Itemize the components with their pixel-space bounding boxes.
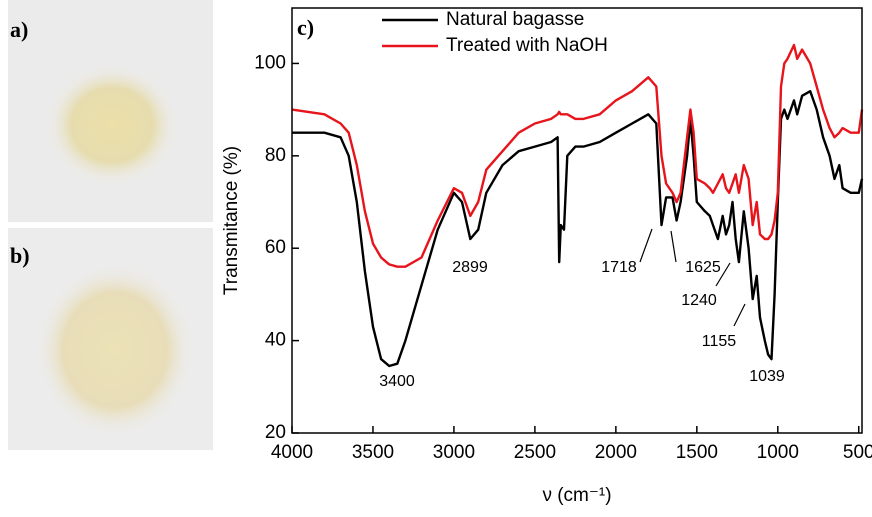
y-tick-label: 20 — [265, 422, 286, 443]
y-tick-label: 80 — [265, 145, 286, 166]
peak-label: 1155 — [702, 333, 737, 350]
panel-label: b) — [10, 243, 30, 268]
annotation-arrows — [639, 228, 746, 327]
peak-label: 1625 — [685, 259, 721, 276]
y-tick-label: 60 — [265, 237, 286, 258]
x-tick-label: 2000 — [595, 442, 637, 463]
sample-b — [35, 262, 195, 438]
x-tick-label: 2500 — [514, 442, 556, 463]
data-line — [291, 43, 864, 268]
y-tick-label: 100 — [254, 52, 286, 73]
x-tick-label: 3000 — [433, 442, 475, 463]
y-tick-label: 40 — [265, 330, 286, 351]
panel-label: a) — [10, 17, 28, 42]
x-axis-label: ν (cm⁻¹) — [542, 485, 611, 506]
peak-label: 3400 — [379, 373, 415, 390]
x-tick-label: 1000 — [757, 442, 799, 463]
peak-label: 1718 — [601, 259, 637, 276]
x-tick-label: 500 — [843, 442, 872, 463]
peak-label: 2899 — [452, 259, 488, 276]
y-axis-label: Transmitance (%) — [221, 146, 242, 295]
legend-label: Treated with NaOH — [446, 35, 608, 56]
peak-label: 1240 — [681, 292, 717, 309]
sample-a — [44, 63, 180, 187]
x-tick-label: 4000 — [271, 442, 313, 463]
legend-label: Natural bagasse — [446, 9, 584, 30]
data-line — [292, 90, 864, 368]
x-tick-label: 3500 — [352, 442, 394, 463]
panel-label: c) — [297, 15, 314, 40]
plot-frame — [291, 7, 863, 434]
x-tick-label: 1500 — [676, 442, 718, 463]
peak-label: 1039 — [749, 368, 785, 385]
